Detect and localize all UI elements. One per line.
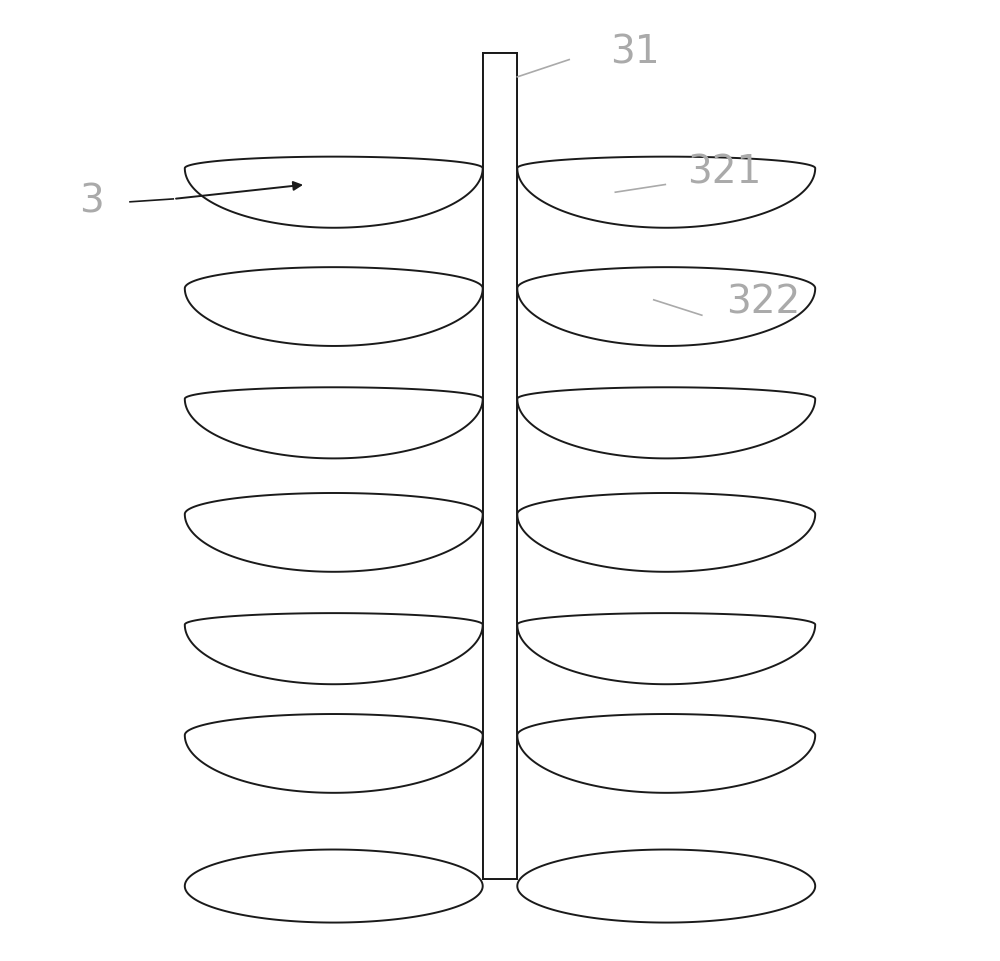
Polygon shape (517, 157, 815, 228)
Polygon shape (185, 850, 483, 923)
Polygon shape (185, 387, 483, 458)
Polygon shape (185, 157, 483, 228)
Polygon shape (483, 53, 517, 879)
Text: 321: 321 (687, 154, 762, 192)
Polygon shape (185, 267, 483, 346)
Polygon shape (517, 387, 815, 458)
Polygon shape (185, 493, 483, 572)
Polygon shape (517, 267, 815, 346)
Polygon shape (517, 714, 815, 793)
Polygon shape (483, 53, 517, 879)
Polygon shape (517, 613, 815, 684)
Polygon shape (185, 714, 483, 793)
Text: 3: 3 (79, 183, 104, 221)
Text: 31: 31 (611, 34, 660, 72)
Polygon shape (185, 613, 483, 684)
Polygon shape (517, 850, 815, 923)
Polygon shape (517, 493, 815, 572)
Text: 322: 322 (726, 283, 800, 322)
